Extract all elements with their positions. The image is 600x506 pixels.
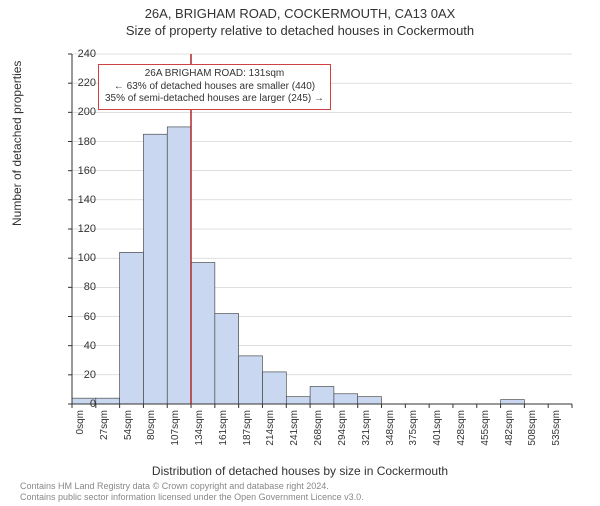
y-tick-label: 100 [66, 252, 96, 264]
x-tick-label: 428sqm [456, 410, 467, 460]
y-tick-label: 120 [66, 223, 96, 235]
y-tick-label: 40 [66, 340, 96, 352]
x-tick-label: 535sqm [551, 410, 562, 460]
histogram-bar [286, 397, 310, 404]
attribution-text: Contains HM Land Registry data © Crown c… [20, 481, 364, 502]
y-tick-label: 160 [66, 165, 96, 177]
histogram-bar [310, 387, 334, 405]
histogram-bar [358, 397, 382, 404]
y-tick-label: 60 [66, 311, 96, 323]
histogram-bar [215, 314, 239, 404]
y-tick-label: 240 [66, 48, 96, 60]
y-tick-label: 80 [66, 281, 96, 293]
annotation-line3: 35% of semi-detached houses are larger (… [105, 93, 324, 106]
x-tick-label: 375sqm [408, 410, 419, 460]
x-tick-label: 455sqm [480, 410, 491, 460]
x-tick-label: 161sqm [218, 410, 229, 460]
x-tick-label: 187sqm [242, 410, 253, 460]
histogram-bar [120, 252, 144, 404]
x-tick-label: 80sqm [146, 410, 157, 460]
attribution-line1: Contains HM Land Registry data © Crown c… [20, 481, 364, 491]
histogram-bar [96, 398, 120, 404]
histogram-bar [191, 263, 215, 404]
histogram-bar [239, 356, 263, 404]
y-tick-label: 0 [66, 398, 96, 410]
annotation-line2: ← 63% of detached houses are smaller (44… [105, 81, 324, 94]
x-tick-label: 134sqm [194, 410, 205, 460]
chart-container: 26A, BRIGHAM ROAD, COCKERMOUTH, CA13 0AX… [0, 6, 600, 506]
annotation-box: 26A BRIGHAM ROAD: 131sqm ← 63% of detach… [98, 64, 331, 110]
x-tick-label: 294sqm [337, 410, 348, 460]
histogram-bar [143, 134, 167, 404]
y-tick-label: 220 [66, 77, 96, 89]
x-tick-label: 268sqm [313, 410, 324, 460]
x-tick-label: 107sqm [170, 410, 181, 460]
y-tick-label: 140 [66, 194, 96, 206]
y-axis-label: Number of detached properties [10, 61, 24, 226]
x-tick-label: 27sqm [99, 410, 110, 460]
y-tick-label: 200 [66, 106, 96, 118]
x-tick-label: 321sqm [361, 410, 372, 460]
x-tick-label: 241sqm [289, 410, 300, 460]
y-tick-label: 20 [66, 369, 96, 381]
annotation-line1: 26A BRIGHAM ROAD: 131sqm [105, 68, 324, 81]
x-tick-label: 0sqm [75, 410, 86, 460]
histogram-bar [334, 394, 358, 404]
x-tick-label: 348sqm [385, 410, 396, 460]
y-tick-label: 180 [66, 136, 96, 148]
x-tick-label: 54sqm [123, 410, 134, 460]
histogram-bar [167, 127, 191, 404]
x-tick-label: 482sqm [504, 410, 515, 460]
chart-title-sub: Size of property relative to detached ho… [0, 23, 600, 38]
x-tick-label: 401sqm [432, 410, 443, 460]
histogram-bar [262, 372, 286, 404]
chart-title-main: 26A, BRIGHAM ROAD, COCKERMOUTH, CA13 0AX [0, 6, 600, 21]
x-tick-label: 214sqm [265, 410, 276, 460]
histogram-bar [501, 400, 525, 404]
x-axis-label: Distribution of detached houses by size … [0, 464, 600, 478]
x-tick-label: 508sqm [527, 410, 538, 460]
attribution-line2: Contains public sector information licen… [20, 492, 364, 502]
